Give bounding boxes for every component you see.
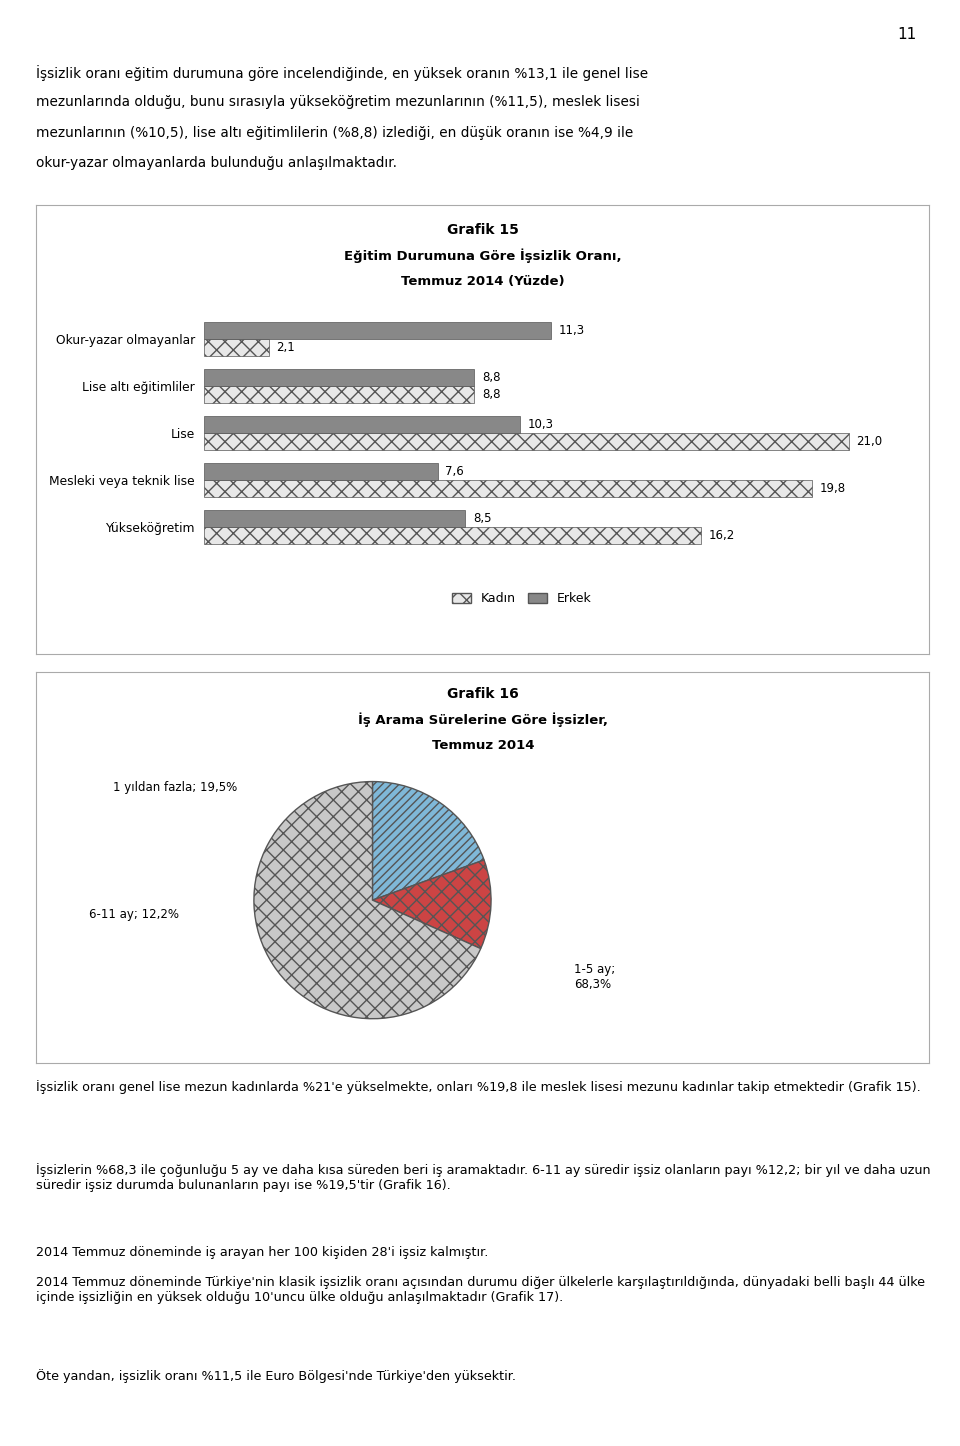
Text: 1 yıldan fazla; 19,5%: 1 yıldan fazla; 19,5%	[113, 781, 237, 794]
Bar	[204, 416, 520, 432]
Text: 2014 Temmuz döneminde iş arayan her 100 kişiden 28'i işsiz kalmıştır.: 2014 Temmuz döneminde iş arayan her 100 …	[36, 1246, 489, 1259]
Text: Öte yandan, işsizlik oranı %11,5 ile Euro Bölgesi'nde Türkiye'den yüksektir.: Öte yandan, işsizlik oranı %11,5 ile Eur…	[36, 1369, 516, 1384]
Text: 2014 Temmuz döneminde Türkiye'nin klasik işsizlik oranı açısından durumu diğer ü: 2014 Temmuz döneminde Türkiye'nin klasik…	[36, 1277, 925, 1304]
Bar	[204, 340, 269, 356]
Text: 8,8: 8,8	[482, 388, 500, 401]
Text: 7,6: 7,6	[445, 466, 464, 479]
Bar	[204, 369, 474, 386]
Text: 21,0: 21,0	[856, 435, 882, 448]
Text: 11: 11	[898, 27, 917, 42]
Bar	[204, 322, 551, 340]
Text: Grafik 16: Grafik 16	[447, 687, 518, 701]
Text: 8,5: 8,5	[473, 512, 492, 525]
Bar	[204, 432, 849, 450]
Text: 19,8: 19,8	[820, 482, 846, 495]
Legend: Kadın, Erkek: Kadın, Erkek	[448, 589, 595, 609]
Text: 10,3: 10,3	[528, 418, 554, 431]
Text: Temmuz 2014 (Yüzde): Temmuz 2014 (Yüzde)	[401, 275, 564, 288]
Text: İş Arama Sürelerine Göre İşsizler,: İş Arama Sürelerine Göre İşsizler,	[358, 713, 608, 727]
Bar	[204, 480, 812, 497]
Text: mezunlarında olduğu, bunu sırasıyla yükseköğretim mezunlarının (%11,5), meslek l: mezunlarında olduğu, bunu sırasıyla yüks…	[36, 95, 640, 110]
Text: İşsizlik oranı eğitim durumuna göre incelendiğinde, en yüksek oranın %13,1 ile g: İşsizlik oranı eğitim durumuna göre ince…	[36, 65, 649, 81]
Text: Temmuz 2014: Temmuz 2014	[432, 739, 534, 752]
Bar	[204, 463, 438, 480]
Bar	[204, 386, 474, 403]
Text: Eğitim Durumuna Göre İşsizlik Oranı,: Eğitim Durumuna Göre İşsizlik Oranı,	[344, 249, 622, 263]
Wedge shape	[253, 781, 481, 1018]
Text: 11,3: 11,3	[559, 324, 585, 337]
Text: 2,1: 2,1	[276, 341, 296, 354]
Text: 1-5 ay;
68,3%: 1-5 ay; 68,3%	[574, 963, 615, 991]
Text: İşsizlik oranı genel lise mezun kadınlarda %21'e yükselmekte, onları %19,8 ile m: İşsizlik oranı genel lise mezun kadınlar…	[36, 1080, 922, 1095]
Bar	[204, 526, 702, 544]
Text: Grafik 15: Grafik 15	[447, 223, 518, 237]
Bar	[204, 510, 466, 526]
Text: 16,2: 16,2	[709, 529, 735, 542]
Text: okur-yazar olmayanlarda bulunduğu anlaşılmaktadır.: okur-yazar olmayanlarda bulunduğu anlaşı…	[36, 156, 397, 171]
Wedge shape	[372, 860, 492, 949]
Text: 6-11 ay; 12,2%: 6-11 ay; 12,2%	[89, 908, 180, 921]
Wedge shape	[372, 781, 484, 899]
Text: İşsizlerin %68,3 ile çoğunluğu 5 ay ve daha kısa süreden beri iş aramaktadır. 6-: İşsizlerin %68,3 ile çoğunluğu 5 ay ve d…	[36, 1163, 931, 1192]
Text: mezunlarının (%10,5), lise altı eğitimlilerin (%8,8) izlediği, en düşük oranın i: mezunlarının (%10,5), lise altı eğitimli…	[36, 126, 634, 140]
Text: 8,8: 8,8	[482, 372, 500, 385]
